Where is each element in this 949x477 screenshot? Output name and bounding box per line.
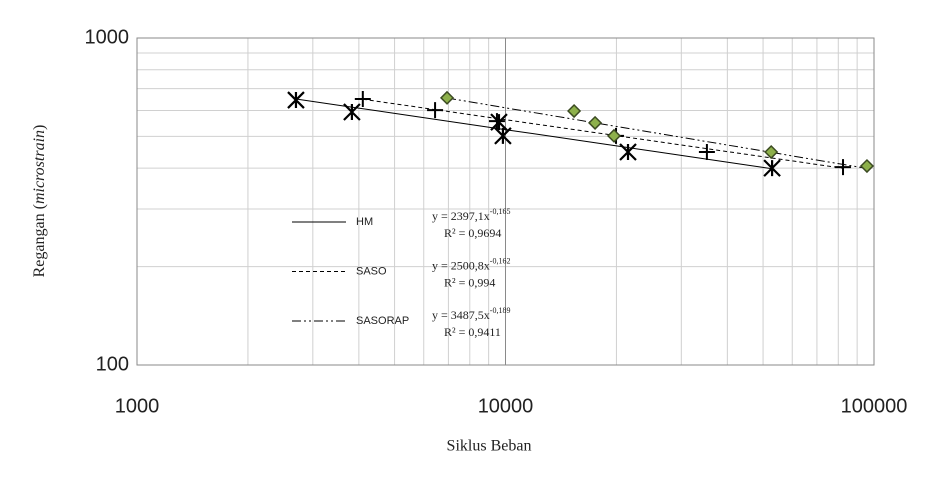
r-squared: R² = 0,994 bbox=[444, 275, 495, 289]
marker bbox=[494, 127, 512, 145]
marker bbox=[439, 90, 455, 105]
equation-text: y = 2500,8x bbox=[432, 258, 490, 272]
x-tick-label: 1000 bbox=[115, 395, 160, 417]
equation-exponent: -0,162 bbox=[490, 256, 511, 265]
r-squared: R² = 0,9411 bbox=[444, 325, 501, 339]
x-tick-label: 100000 bbox=[841, 395, 908, 417]
marker bbox=[343, 103, 361, 121]
r-squared: R² = 0,9694 bbox=[444, 226, 501, 240]
trendline-equation: y = 2500,8x-0,162 bbox=[432, 256, 510, 272]
legend-label: SASO bbox=[356, 265, 387, 277]
y-title-close: ) bbox=[31, 125, 48, 130]
marker bbox=[354, 90, 371, 107]
x-axis-title: Siklus Beban bbox=[447, 438, 532, 455]
marker bbox=[427, 102, 444, 119]
y-axis-title: Regangan (microstrain) bbox=[31, 125, 48, 278]
marker bbox=[619, 143, 637, 161]
marker bbox=[490, 113, 508, 131]
marker bbox=[606, 128, 622, 143]
y-title-unit: microstrain bbox=[31, 130, 48, 204]
plot-border bbox=[136, 37, 875, 366]
trendline bbox=[295, 98, 773, 170]
marker bbox=[859, 158, 875, 174]
trendline bbox=[446, 97, 868, 169]
marker bbox=[567, 103, 582, 119]
marker bbox=[698, 144, 715, 161]
marker bbox=[587, 115, 603, 130]
marker bbox=[835, 159, 852, 176]
y-title-text: Regangan ( bbox=[31, 204, 48, 277]
equation-exponent: -0,189 bbox=[490, 306, 511, 315]
y-tick-label: 1000 bbox=[85, 26, 130, 48]
equation-exponent: -0,165 bbox=[490, 207, 511, 216]
legend-label: SASORAP bbox=[356, 315, 409, 327]
trendline-equation: y = 2397,1x-0,165 bbox=[432, 207, 510, 223]
marker bbox=[763, 159, 781, 177]
x-tick-label: 10000 bbox=[478, 395, 534, 417]
marker bbox=[488, 113, 505, 130]
y-tick-label: 100 bbox=[96, 353, 129, 375]
equation-text: y = 3487,5x bbox=[432, 308, 490, 322]
marker bbox=[287, 91, 305, 109]
trendline-equation: y = 3487,5x-0,189 bbox=[432, 306, 510, 322]
equation-text: y = 2397,1x bbox=[432, 209, 490, 223]
legend-label: HM bbox=[356, 216, 373, 228]
marker bbox=[764, 144, 779, 160]
